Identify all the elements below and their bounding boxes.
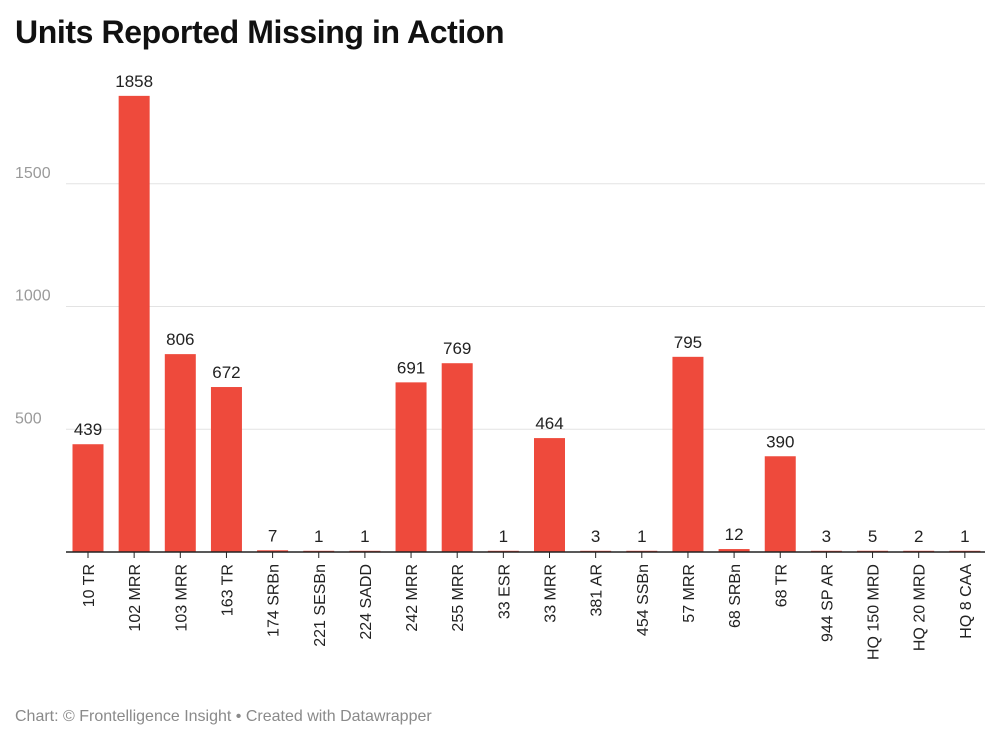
bar-value-label: 1 <box>314 527 323 546</box>
bar-value-label: 3 <box>591 527 600 546</box>
x-tick-label: 944 SP AR <box>819 564 836 642</box>
bar <box>395 382 427 552</box>
x-tick-label: 68 TR <box>773 564 790 607</box>
value-labels: 439 1858 806 672 7 1 1 691 769 1 464 3 1 795 12 390 3 5 2 1 <box>74 72 970 546</box>
bar-value-label: 390 <box>766 432 794 451</box>
bar-value-label: 672 <box>212 363 240 382</box>
x-tick-label: 242 MRR <box>404 564 421 632</box>
x-tick-label: 221 SESBn <box>312 564 329 647</box>
x-tick-labels: 10 TR 102 MRR 103 MRR 163 TR 174 SRBn 221 SES… <box>81 552 975 660</box>
bar-value-label: 3 <box>822 527 831 546</box>
bar-value-label: 769 <box>443 339 471 358</box>
bar <box>257 550 289 552</box>
y-tick-label: 1000 <box>15 288 51 305</box>
x-tick-label: 102 MRR <box>127 564 144 632</box>
x-tick-label: 33 MRR <box>543 564 560 623</box>
x-tick-label: 255 MRR <box>450 564 467 632</box>
x-tick-label: 381 AR <box>589 564 606 616</box>
bars <box>72 95 981 553</box>
bar-value-label: 795 <box>674 333 702 352</box>
x-tick-label: 224 SADD <box>358 564 375 640</box>
bar <box>764 456 796 552</box>
x-tick-label: HQ 150 MRD <box>866 564 883 660</box>
x-tick-label: HQ 20 MRD <box>912 564 929 651</box>
x-tick-label: 174 SRBn <box>266 564 283 637</box>
x-tick-label: 103 MRR <box>173 564 190 632</box>
bar <box>441 363 473 552</box>
x-tick-label: HQ 8 CAA <box>958 564 975 639</box>
bar <box>210 387 242 552</box>
bar <box>72 444 104 552</box>
bar-value-label: 691 <box>397 358 425 377</box>
bar-chart: 500 1000 1500 439 1858 806 672 7 1 1 691 769 1 464 3 1… <box>15 72 985 660</box>
x-tick-label: 57 MRR <box>681 564 698 623</box>
bar-value-label: 1 <box>637 527 646 546</box>
gridlines: 500 1000 1500 <box>15 165 985 430</box>
bar-value-label: 7 <box>268 526 277 545</box>
x-tick-label: 454 SSBn <box>635 564 652 636</box>
bar-value-label: 5 <box>868 527 877 546</box>
bar-value-label: 1 <box>499 527 508 546</box>
bar <box>534 438 565 552</box>
chart-title: Units Reported Missing in Action <box>15 14 505 50</box>
bar-value-label: 1 <box>960 527 969 546</box>
bar <box>718 549 750 552</box>
x-tick-label: 10 TR <box>81 564 98 607</box>
bar-value-label: 439 <box>74 420 102 439</box>
bar-value-label: 464 <box>535 414 563 433</box>
bar-value-label: 12 <box>725 525 744 544</box>
y-tick-label: 1500 <box>15 165 51 182</box>
bar-value-label: 1858 <box>115 72 153 91</box>
bar-value-label: 806 <box>166 330 194 349</box>
bar-value-label: 2 <box>914 527 923 546</box>
chart-credit: Chart: © Frontelligence Insight • Create… <box>15 708 432 725</box>
bar <box>672 356 704 552</box>
y-tick-label: 500 <box>15 410 42 427</box>
bar <box>118 95 150 553</box>
bar <box>164 354 196 552</box>
x-tick-label: 33 ESR <box>496 564 513 619</box>
bar-value-label: 1 <box>360 527 369 546</box>
x-tick-label: 68 SRBn <box>727 564 744 628</box>
x-tick-label: 163 TR <box>219 564 236 616</box>
